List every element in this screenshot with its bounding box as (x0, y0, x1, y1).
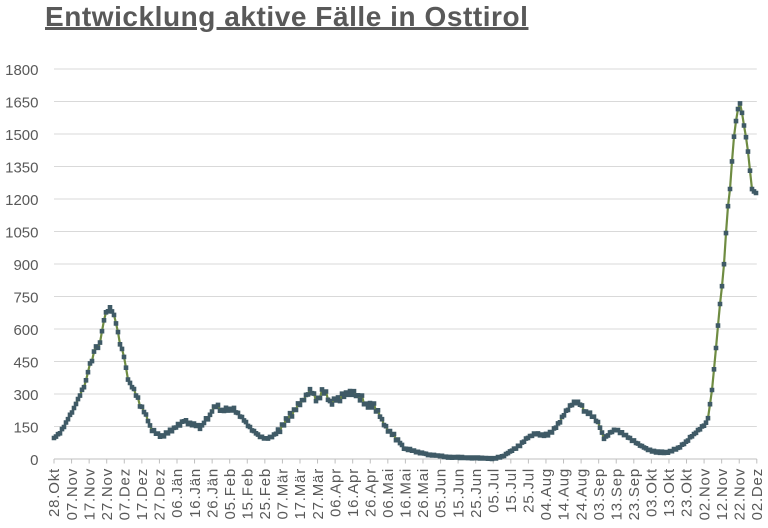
svg-text:04.Aug: 04.Aug (538, 468, 555, 520)
svg-text:06.Apr: 06.Apr (327, 468, 344, 517)
svg-text:17.Dez: 17.Dez (134, 468, 151, 520)
svg-text:07.Nov: 07.Nov (64, 468, 81, 520)
svg-text:25.Jul: 25.Jul (521, 468, 538, 513)
svg-text:25.Jun: 25.Jun (468, 468, 485, 518)
svg-text:900: 900 (13, 257, 38, 274)
svg-text:23.Okt: 23.Okt (679, 468, 696, 517)
svg-text:07.Dez: 07.Dez (116, 468, 133, 520)
svg-text:1650: 1650 (5, 94, 38, 111)
svg-text:02.Nov: 02.Nov (696, 468, 713, 520)
svg-text:13.Okt: 13.Okt (661, 468, 678, 517)
svg-text:600: 600 (13, 322, 38, 339)
svg-text:24.Aug: 24.Aug (573, 468, 590, 520)
svg-text:16.Jän: 16.Jän (187, 468, 204, 518)
svg-text:17.Mär: 17.Mär (292, 468, 309, 520)
svg-text:27.Mär: 27.Mär (310, 468, 327, 520)
svg-text:05.Jun: 05.Jun (433, 468, 450, 518)
svg-text:22.Nov: 22.Nov (731, 468, 748, 520)
svg-text:0: 0 (30, 452, 38, 469)
svg-text:26.Jän: 26.Jän (204, 468, 221, 518)
svg-text:14.Aug: 14.Aug (556, 468, 573, 520)
svg-text:1200: 1200 (5, 192, 38, 209)
svg-text:26.Apr: 26.Apr (362, 468, 379, 517)
svg-text:1050: 1050 (5, 224, 38, 241)
svg-text:05.Jul: 05.Jul (485, 468, 502, 513)
svg-text:15.Jul: 15.Jul (503, 468, 520, 513)
svg-text:03.Okt: 03.Okt (644, 468, 661, 517)
svg-text:150: 150 (13, 419, 38, 436)
svg-text:13.Sep: 13.Sep (608, 468, 625, 520)
svg-text:15.Feb: 15.Feb (239, 468, 256, 520)
svg-text:15.Jun: 15.Jun (450, 468, 467, 518)
svg-text:16.Mai: 16.Mai (398, 468, 415, 518)
svg-text:26.Mai: 26.Mai (415, 468, 432, 518)
svg-text:450: 450 (13, 354, 38, 371)
svg-text:27.Dez: 27.Dez (152, 468, 169, 520)
svg-text:16.Apr: 16.Apr (345, 468, 362, 517)
svg-text:23.Sep: 23.Sep (626, 468, 643, 520)
svg-text:06.Jän: 06.Jän (169, 468, 186, 518)
svg-text:06.Mai: 06.Mai (380, 468, 397, 518)
svg-text:25.Feb: 25.Feb (257, 468, 274, 520)
svg-text:07.Mär: 07.Mär (275, 468, 292, 520)
svg-text:12.Nov: 12.Nov (714, 468, 731, 520)
svg-text:03.Sep: 03.Sep (591, 468, 608, 520)
svg-text:1800: 1800 (5, 62, 38, 79)
svg-text:300: 300 (13, 387, 38, 404)
svg-text:28.Okt: 28.Okt (46, 468, 63, 517)
svg-text:17.Nov: 17.Nov (81, 468, 98, 520)
svg-text:1500: 1500 (5, 127, 38, 144)
svg-text:02.Dez: 02.Dez (749, 468, 766, 520)
svg-text:27.Nov: 27.Nov (99, 468, 116, 520)
svg-text:1350: 1350 (5, 159, 38, 176)
svg-text:05.Feb: 05.Feb (222, 468, 239, 520)
svg-text:750: 750 (13, 289, 38, 306)
